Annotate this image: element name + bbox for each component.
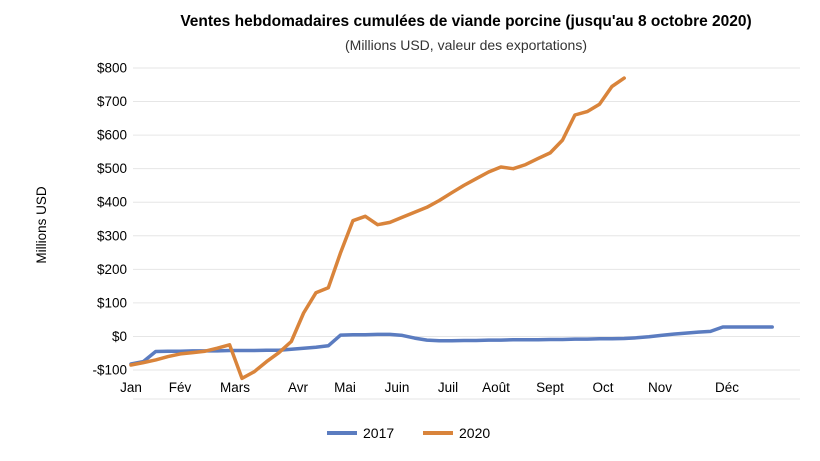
y-tick-label: $100 — [97, 295, 127, 310]
y-tick-label: -$100 — [92, 363, 127, 378]
legend: 2017 2020 — [327, 425, 490, 441]
y-tick-label: $400 — [97, 195, 127, 210]
x-tick-label: Déc — [715, 380, 739, 395]
legend-label: 2020 — [459, 425, 490, 441]
x-tick-label: Mars — [220, 380, 250, 395]
x-tick-label: Avr — [288, 380, 309, 395]
y-tick-label: $800 — [97, 61, 127, 76]
x-tick-label: Jan — [120, 380, 142, 395]
gridlines — [133, 67, 800, 400]
series-line-2017 — [129, 325, 774, 366]
y-tick-label: $300 — [97, 228, 127, 243]
legend-item-2017: 2017 — [327, 425, 394, 441]
y-axis-title: Millions USD — [34, 186, 49, 264]
x-tick-label: Mai — [334, 380, 356, 395]
x-tick-label: Fév — [169, 380, 192, 395]
y-tick-label: $0 — [112, 329, 127, 344]
x-tick-label: Juin — [385, 380, 410, 395]
series-line-2020 — [129, 76, 626, 381]
y-tick-label: $600 — [97, 128, 127, 143]
chart-title: Ventes hebdomadaires cumulées de viande … — [180, 13, 751, 30]
x-tick-label: Oct — [592, 380, 613, 395]
chart-subtitle: (Millions USD, valeur des exportations) — [345, 37, 587, 53]
legend-item-2020: 2020 — [423, 425, 490, 441]
y-tick-label: $700 — [97, 94, 127, 109]
x-tick-label: Juil — [438, 380, 458, 395]
x-tick-label: Nov — [648, 380, 672, 395]
y-tick-label: $200 — [97, 262, 127, 277]
x-axis-tick-labels: Jan Fév Mars Avr Mai Juin Juil Août Sept Oct Nov Dé… — [120, 380, 739, 395]
y-axis-tick-labels: $800 $700 $600 $500 $400 $300 $200 $100 $0 -$100 — [92, 61, 127, 378]
series-lines — [129, 76, 774, 381]
x-tick-label: Août — [482, 380, 510, 395]
legend-label: 2017 — [363, 425, 394, 441]
x-tick-label: Sept — [536, 380, 564, 395]
y-tick-label: $500 — [97, 161, 127, 176]
